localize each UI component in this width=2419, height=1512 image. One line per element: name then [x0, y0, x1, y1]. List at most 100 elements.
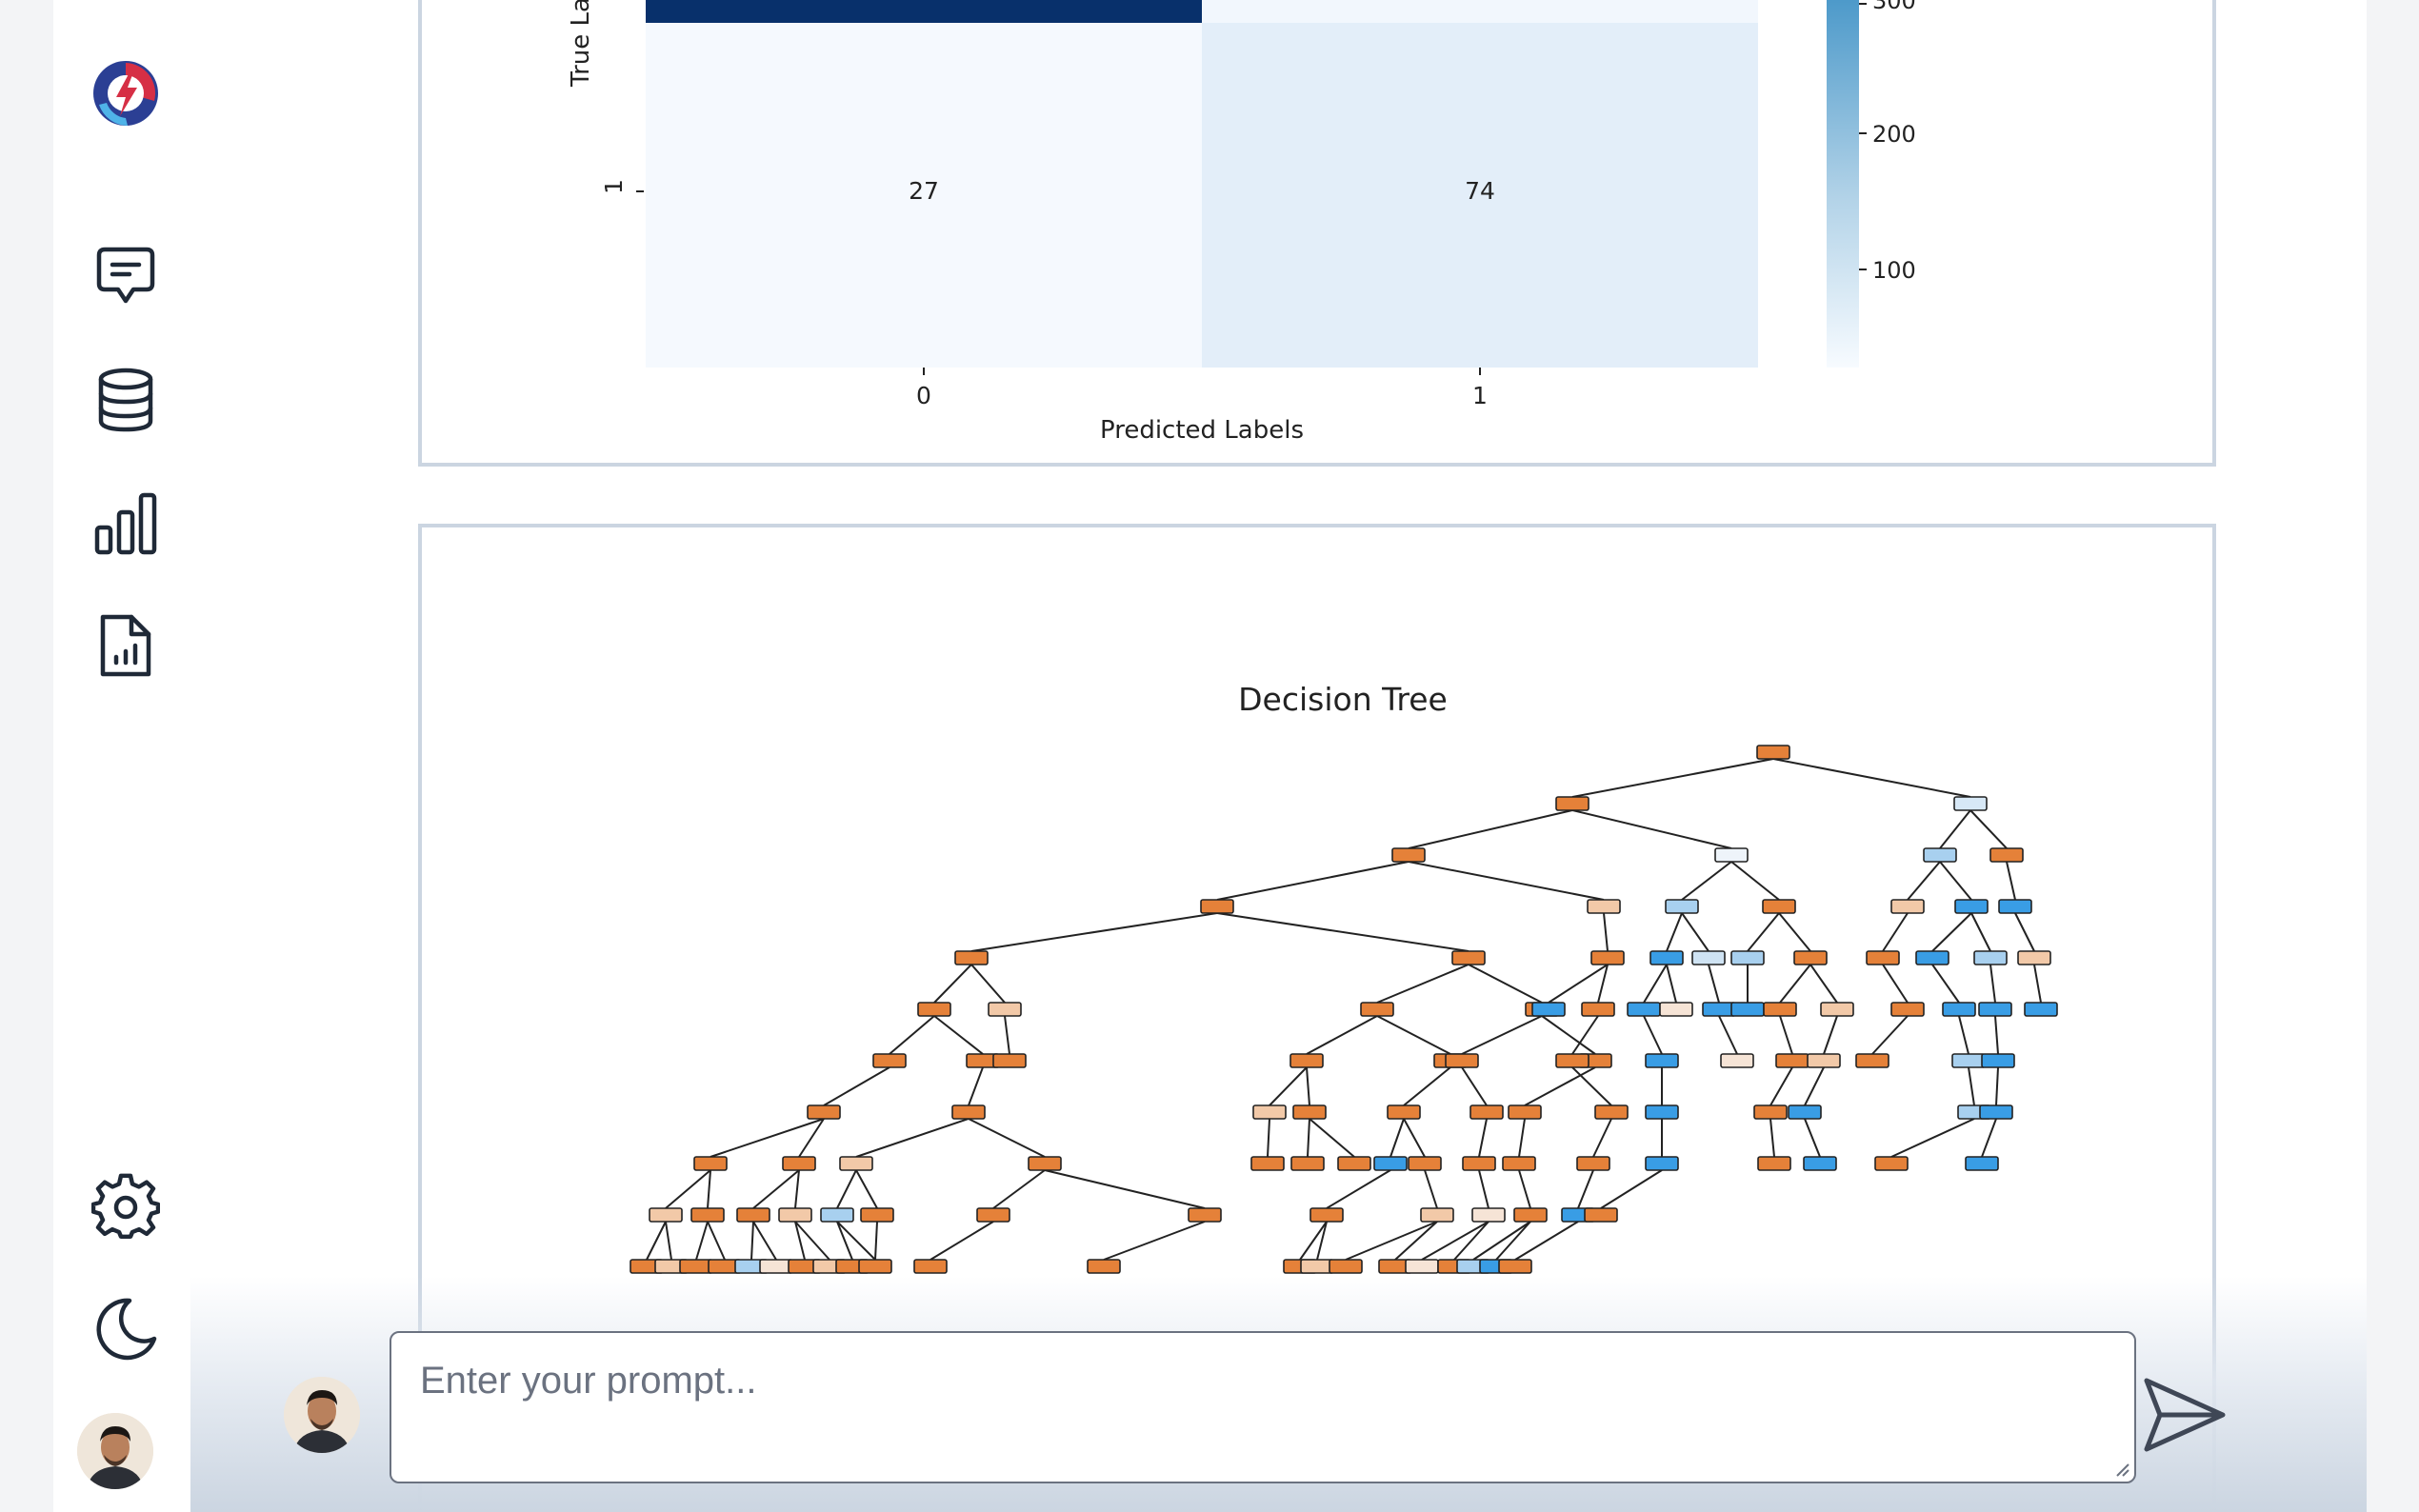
- tree-edge: [794, 1221, 830, 1261]
- tree-edge: [1597, 964, 1609, 1004]
- tree-node: [2024, 1002, 2058, 1017]
- tree-edge: [855, 1169, 878, 1209]
- tree-node: [1360, 1002, 1394, 1017]
- database-icon[interactable]: [91, 366, 160, 434]
- tree-node: [1471, 1207, 1506, 1223]
- tree-node: [951, 1104, 986, 1120]
- tree-edge: [1424, 1169, 1438, 1209]
- tree-edge: [1345, 1221, 1438, 1261]
- tree-node: [1793, 950, 1828, 965]
- tree-edge: [1970, 912, 1991, 952]
- tree-edge: [1389, 1118, 1405, 1158]
- send-button[interactable]: [2141, 1371, 2229, 1459]
- tree-edge: [836, 1221, 853, 1261]
- resize-grip-icon[interactable]: [2113, 1461, 2130, 1478]
- tree-edge: [836, 1169, 857, 1209]
- tree-edge: [1571, 1066, 1612, 1106]
- tree-node: [1788, 1104, 1822, 1120]
- tree-edge: [1809, 964, 1838, 1004]
- tree-node: [1942, 1002, 1976, 1017]
- tree-edge: [1939, 861, 1972, 901]
- moon-icon[interactable]: [91, 1295, 160, 1363]
- tree-edge: [1548, 964, 1609, 1004]
- tree-node: [1753, 1104, 1788, 1120]
- tree-node: [1420, 1207, 1454, 1223]
- tree-edge: [798, 1118, 825, 1158]
- tree-node: [1979, 1104, 2013, 1120]
- tree-node: [1866, 950, 1900, 965]
- prompt-input[interactable]: [391, 1333, 2134, 1482]
- tree-node: [1951, 1053, 1986, 1068]
- tree-node: [1531, 1002, 1566, 1017]
- tree-edge: [1478, 1118, 1488, 1158]
- bar-chart-icon[interactable]: [91, 489, 160, 558]
- tree-node: [1289, 1053, 1324, 1068]
- tree-edge: [1267, 1118, 1270, 1158]
- tree-edge: [968, 1066, 984, 1106]
- tree-node: [1645, 1104, 1679, 1120]
- tree-edge: [1518, 1118, 1526, 1158]
- tree-node: [1587, 899, 1621, 914]
- tree-edge: [1958, 1015, 1969, 1055]
- tree-edge: [1495, 1221, 1531, 1261]
- tree-edge: [794, 1169, 800, 1209]
- tree-node: [693, 1156, 728, 1171]
- tree-edge: [992, 1169, 1046, 1209]
- tree-edge: [1306, 1015, 1378, 1055]
- tree-edge: [1981, 1118, 1997, 1158]
- tree-edge: [1306, 1066, 1310, 1106]
- chat-icon[interactable]: [91, 242, 160, 310]
- tree-node: [1978, 1002, 2012, 1017]
- tree-node: [1584, 1207, 1618, 1223]
- tree-edge: [1994, 1015, 1999, 1055]
- tree-node: [1555, 1053, 1589, 1068]
- tree-node: [1890, 1002, 1925, 1017]
- tree-edge: [970, 912, 1218, 952]
- tree-edge: [970, 964, 1006, 1004]
- tree-node: [1762, 899, 1796, 914]
- tree-node: [1513, 1207, 1548, 1223]
- tree-node: [1337, 1156, 1371, 1171]
- report-file-icon[interactable]: [91, 611, 160, 680]
- tree-node: [1292, 1104, 1327, 1120]
- tree-edge: [1216, 861, 1409, 901]
- colorbar-tick-label-200: 200: [1872, 121, 1916, 148]
- tree-edge: [1643, 964, 1668, 1004]
- app-logo-icon[interactable]: [91, 59, 160, 128]
- tree-edge: [1931, 912, 1972, 952]
- tree-node: [1923, 847, 1957, 863]
- tree-edge: [1004, 1015, 1010, 1055]
- avatar-icon: [77, 1413, 153, 1489]
- tree-edge: [1730, 861, 1780, 901]
- tree-edge: [794, 1221, 806, 1261]
- tree-edge: [1592, 1118, 1612, 1158]
- tree-node: [1594, 1104, 1629, 1120]
- tree-node: [1645, 1156, 1679, 1171]
- tree-edge: [1681, 861, 1732, 901]
- send-icon: [2144, 1378, 2226, 1452]
- tree-node: [1665, 899, 1699, 914]
- tree-edge: [1708, 964, 1720, 1004]
- tree-node: [759, 1259, 793, 1274]
- tree-node: [1855, 1053, 1889, 1068]
- profile-avatar[interactable]: [77, 1413, 153, 1489]
- tree-edge: [1376, 964, 1469, 1004]
- tree-node: [1590, 950, 1625, 965]
- tree-edge: [707, 1169, 711, 1209]
- heat-cell-label-r1c1: 74: [1465, 177, 1495, 205]
- tree-node: [1387, 1104, 1421, 1120]
- decision-tree-title: Decision Tree: [1238, 681, 1448, 718]
- tree-edge: [1541, 1015, 1596, 1055]
- tree-node: [1691, 950, 1726, 965]
- tree-edge: [1747, 912, 1780, 952]
- tree-node: [1581, 1002, 1615, 1017]
- tree-edge: [1571, 1015, 1599, 1055]
- tree-edges: [646, 758, 2042, 1261]
- gear-icon[interactable]: [91, 1173, 160, 1242]
- tree-edge: [1403, 1118, 1426, 1158]
- tree-node: [1309, 1207, 1344, 1223]
- tree-edge: [710, 1118, 825, 1158]
- tree-edge: [1769, 1066, 1793, 1106]
- tree-edge: [1524, 1066, 1596, 1106]
